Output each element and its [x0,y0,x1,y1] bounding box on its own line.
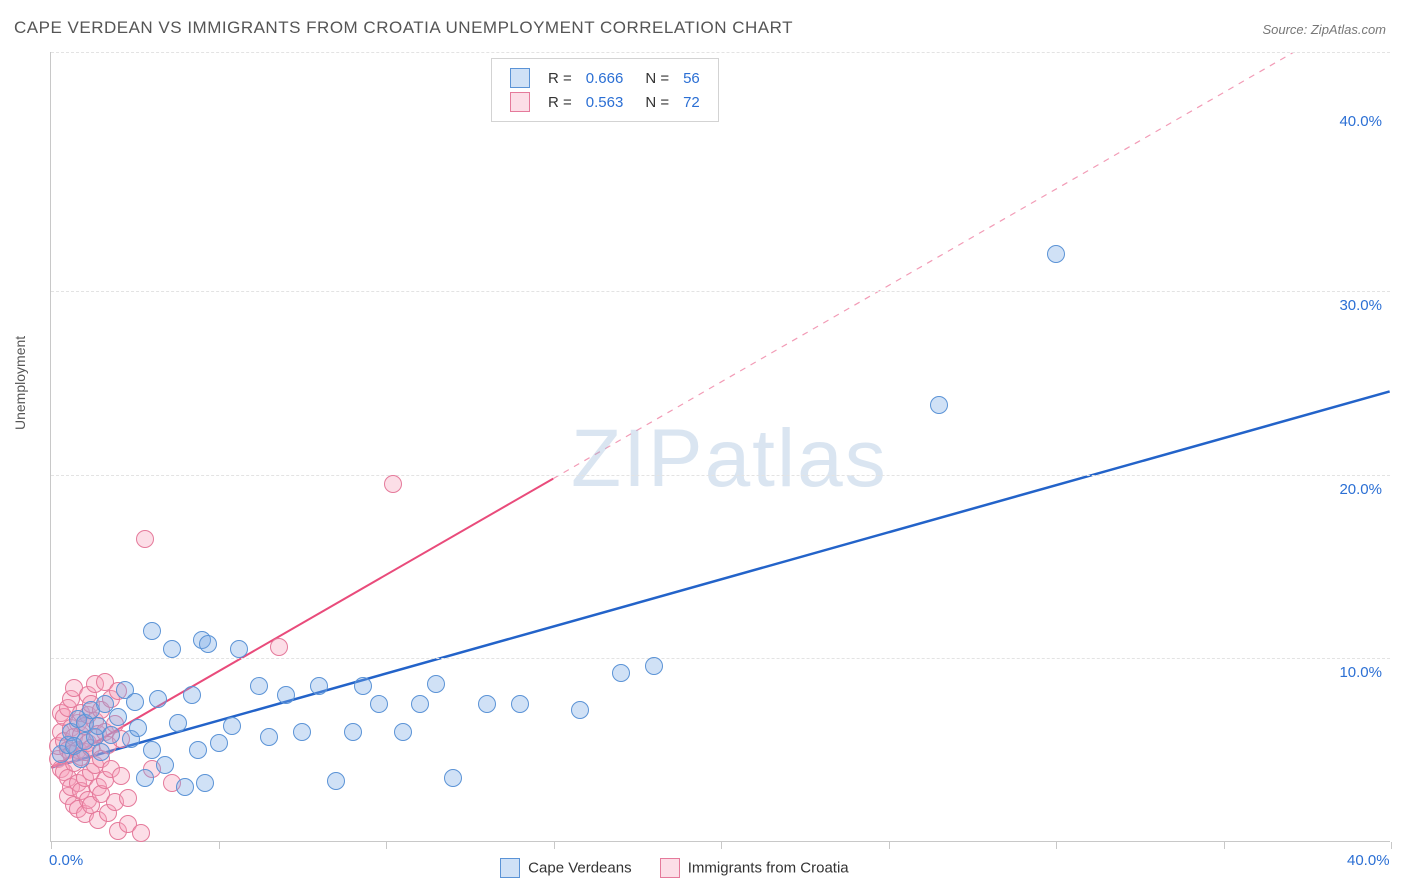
data-point-blue [136,769,154,787]
data-point-blue [109,708,127,726]
data-point-blue [196,774,214,792]
gridline [51,52,1390,53]
data-point-pink [136,530,154,548]
data-point-blue [126,693,144,711]
x-tick-mark [386,842,387,849]
data-point-pink [132,824,150,842]
data-point-blue [293,723,311,741]
data-point-blue [260,728,278,746]
data-point-blue [571,701,589,719]
data-point-blue [102,726,120,744]
x-tick-label: 40.0% [1347,852,1390,869]
x-tick-mark [1056,842,1057,849]
data-point-blue [444,769,462,787]
scatter-plot: ZIPatlas R =0.666N =56R =0.563N =72 10.0… [50,52,1390,842]
y-tick-label: 40.0% [1339,113,1382,130]
legend-label-pink: Immigrants from Croatia [688,860,849,877]
y-tick-label: 30.0% [1339,297,1382,314]
data-point-blue [277,686,295,704]
data-point-pink [112,767,130,785]
data-point-blue [92,743,110,761]
data-point-blue [478,695,496,713]
legend-swatch-pink [660,858,680,878]
data-point-blue [169,714,187,732]
x-tick-mark [554,842,555,849]
data-point-blue [250,677,268,695]
legend-row-pink: R =0.563N =72 [504,91,706,113]
data-point-blue [344,723,362,741]
data-point-blue [129,719,147,737]
legend-swatch-blue [510,68,530,88]
legend-row-blue: R =0.666N =56 [504,67,706,89]
gridline [51,291,1390,292]
data-point-blue [427,675,445,693]
data-point-blue [930,396,948,414]
x-tick-mark [219,842,220,849]
y-tick-label: 10.0% [1339,664,1382,681]
data-point-blue [189,741,207,759]
data-point-pink [384,475,402,493]
data-point-blue [354,677,372,695]
watermark-zip: ZIP [571,413,705,504]
x-tick-mark [51,842,52,849]
trend-line-blue [51,391,1389,767]
y-axis-label: Unemployment [12,336,28,430]
data-point-blue [143,622,161,640]
data-point-blue [149,690,167,708]
legend-swatch-pink [510,92,530,112]
data-point-blue [411,695,429,713]
legend-item-blue: Cape Verdeans [500,859,632,876]
data-point-blue [394,723,412,741]
x-tick-label: 0.0% [49,852,83,869]
gridline [51,658,1390,659]
data-point-blue [72,750,90,768]
x-tick-mark [889,842,890,849]
legend-item-pink: Immigrants from Croatia [660,859,849,876]
data-point-blue [327,772,345,790]
data-point-blue [223,717,241,735]
data-point-blue [176,778,194,796]
data-point-blue [163,640,181,658]
data-point-blue [183,686,201,704]
watermark-atlas: atlas [705,413,888,504]
data-point-blue [199,635,217,653]
data-point-blue [645,657,663,675]
data-point-blue [210,734,228,752]
x-tick-mark [1224,842,1225,849]
data-point-blue [1047,245,1065,263]
data-point-pink [119,789,137,807]
data-point-blue [143,741,161,759]
watermark: ZIPatlas [571,412,888,506]
data-point-blue [612,664,630,682]
data-point-blue [230,640,248,658]
y-tick-label: 20.0% [1339,481,1382,498]
x-tick-mark [1391,842,1392,849]
data-point-pink [270,638,288,656]
data-point-blue [511,695,529,713]
source-attribution: Source: ZipAtlas.com [1262,22,1386,37]
data-point-blue [370,695,388,713]
gridline [51,475,1390,476]
data-point-blue [310,677,328,695]
x-tick-mark [721,842,722,849]
legend-label-blue: Cape Verdeans [528,860,631,877]
data-point-blue [156,756,174,774]
series-legend: Cape Verdeans Immigrants from Croatia [500,858,877,878]
chart-title: CAPE VERDEAN VS IMMIGRANTS FROM CROATIA … [14,18,793,38]
legend-swatch-blue [500,858,520,878]
trend-lines-layer [51,52,1390,841]
correlation-legend: R =0.666N =56R =0.563N =72 [491,58,719,122]
